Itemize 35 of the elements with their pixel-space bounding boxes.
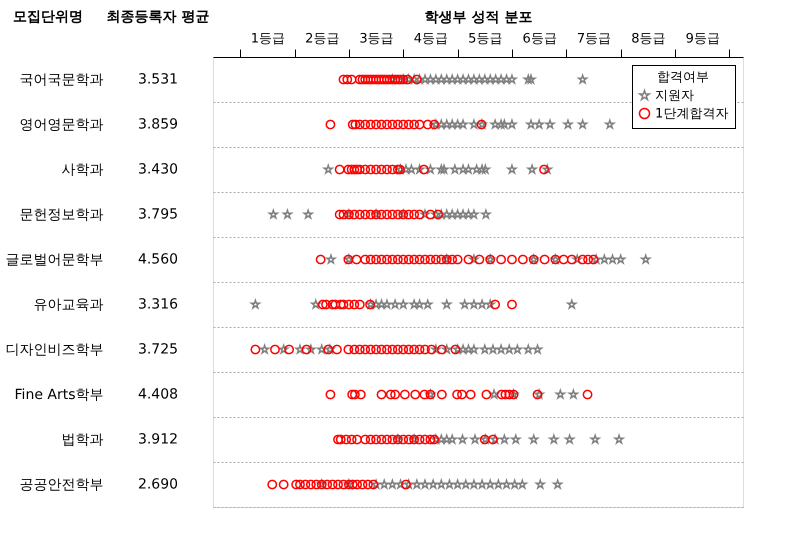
x-tick-label: 6등급 xyxy=(522,32,557,46)
text: 3.430 xyxy=(138,162,178,178)
text: 4.408 xyxy=(138,386,178,402)
category-label: 디자인비즈학부 xyxy=(6,342,104,358)
category-label: Fine Arts학부 xyxy=(14,387,104,403)
text: 3.531 xyxy=(138,72,178,88)
category-label: 공공안전학부 xyxy=(20,477,104,493)
x-tick-label: 8등급 xyxy=(631,32,666,46)
category-label: 문헌정보학과 xyxy=(20,207,104,223)
text: 3.912 xyxy=(138,432,178,448)
category-label: 유아교육과 xyxy=(34,297,104,313)
x-tick-label: 4등급 xyxy=(414,32,448,46)
category-label: 국어국문학과 xyxy=(20,72,104,88)
x-tick-label: 2등급 xyxy=(305,32,340,46)
x-tick-label: 3등급 xyxy=(359,32,394,46)
legend-label: 1단계합격자 xyxy=(655,106,728,122)
legend-title: 합격여부 xyxy=(657,70,709,85)
text: 2.690 xyxy=(138,476,178,492)
text: 3.316 xyxy=(138,296,178,312)
legend-label: 지원자 xyxy=(655,88,694,104)
x-tick-label: 9등급 xyxy=(686,32,720,46)
x-tick-label: 5등급 xyxy=(468,32,502,46)
text: 3.859 xyxy=(138,116,178,132)
text: 4.560 xyxy=(138,252,178,268)
x-axis-title: 학생부 성적 분포 xyxy=(424,10,532,26)
x-tick-label: 1등급 xyxy=(250,32,285,46)
text: 3.725 xyxy=(138,342,178,358)
category-label: 법학과 xyxy=(62,432,104,448)
x-tick-label: 7등급 xyxy=(576,32,612,46)
category-label: 영어영문학과 xyxy=(20,117,104,133)
category-label: 사학과 xyxy=(62,162,104,178)
text: 모집단위명 xyxy=(13,9,83,25)
text: 3.795 xyxy=(138,206,178,222)
text: 최종등록자 평균 xyxy=(106,9,210,25)
category-label: 글로벌어문학부 xyxy=(6,252,104,268)
